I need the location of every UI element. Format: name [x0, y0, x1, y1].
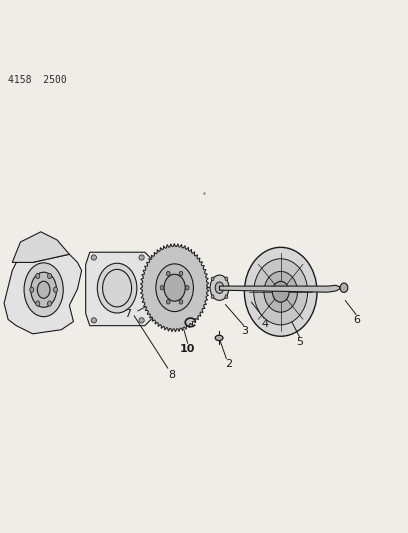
Polygon shape: [12, 232, 69, 262]
Ellipse shape: [166, 300, 170, 304]
Ellipse shape: [210, 275, 229, 301]
Text: 5: 5: [296, 337, 303, 347]
Ellipse shape: [179, 300, 183, 304]
Ellipse shape: [211, 277, 214, 280]
Ellipse shape: [36, 273, 40, 279]
Text: 6: 6: [353, 314, 361, 325]
Polygon shape: [220, 285, 340, 292]
Ellipse shape: [254, 259, 308, 325]
Text: 1: 1: [142, 294, 150, 304]
Ellipse shape: [91, 255, 97, 260]
Ellipse shape: [47, 301, 51, 306]
Ellipse shape: [211, 295, 214, 298]
Ellipse shape: [340, 283, 348, 293]
Ellipse shape: [31, 272, 56, 308]
Ellipse shape: [185, 286, 189, 290]
Ellipse shape: [160, 286, 164, 290]
Ellipse shape: [30, 287, 34, 293]
Text: 8: 8: [168, 369, 175, 379]
Text: 7: 7: [124, 309, 132, 319]
Ellipse shape: [53, 287, 58, 293]
Ellipse shape: [91, 318, 97, 323]
Ellipse shape: [273, 281, 289, 302]
Text: 3: 3: [241, 326, 248, 336]
Text: 9: 9: [44, 297, 52, 307]
Ellipse shape: [35, 301, 40, 306]
Ellipse shape: [215, 335, 223, 341]
Ellipse shape: [264, 271, 297, 312]
Ellipse shape: [166, 271, 170, 276]
Ellipse shape: [47, 273, 51, 279]
Polygon shape: [140, 244, 209, 332]
Ellipse shape: [24, 263, 63, 317]
Ellipse shape: [156, 264, 193, 312]
Ellipse shape: [139, 318, 144, 323]
Ellipse shape: [38, 281, 50, 298]
Text: 2: 2: [225, 359, 232, 369]
Ellipse shape: [97, 263, 137, 313]
Text: 10: 10: [180, 344, 195, 354]
Ellipse shape: [215, 282, 224, 294]
Ellipse shape: [142, 246, 207, 329]
Ellipse shape: [244, 247, 317, 336]
Polygon shape: [86, 252, 153, 326]
Text: 4158  2500: 4158 2500: [8, 75, 67, 85]
Ellipse shape: [164, 274, 185, 301]
Ellipse shape: [179, 271, 183, 276]
Ellipse shape: [225, 295, 228, 298]
Ellipse shape: [225, 277, 228, 280]
Polygon shape: [4, 254, 82, 334]
Ellipse shape: [139, 255, 144, 260]
Text: 4: 4: [262, 319, 269, 329]
